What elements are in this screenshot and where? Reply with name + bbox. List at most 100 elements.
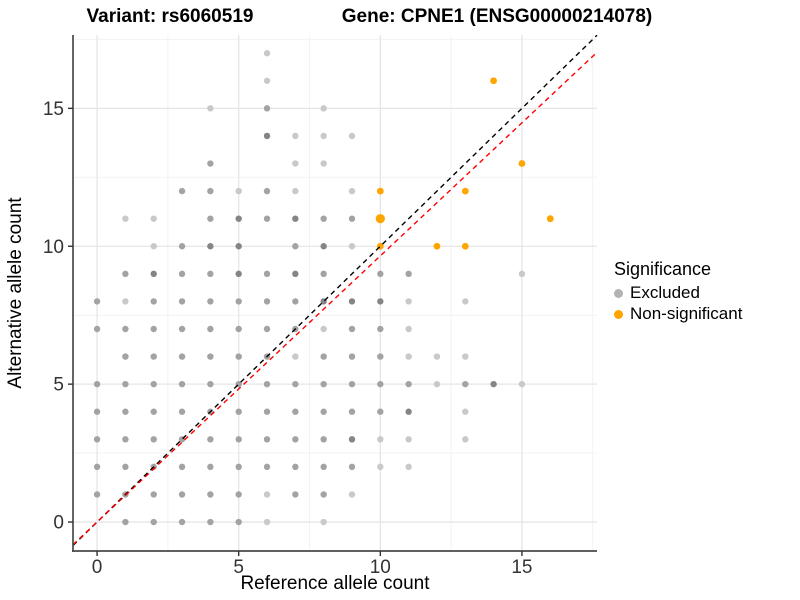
data-point-excluded: [235, 518, 242, 526]
data-point-excluded: [150, 243, 157, 250]
data-point-excluded: [235, 353, 242, 360]
data-point-excluded: [235, 325, 242, 333]
data-point-excluded: [150, 215, 157, 222]
data-point-excluded: [320, 243, 327, 250]
data-point-excluded: [405, 298, 412, 305]
data-point-excluded: [320, 463, 327, 471]
data-point-excluded: [320, 353, 327, 360]
data-point-excluded: [377, 298, 384, 305]
x-tick-label: 5: [233, 557, 244, 578]
data-point-excluded: [518, 380, 526, 388]
data-point-excluded: [320, 436, 327, 443]
data-point-excluded: [263, 215, 271, 222]
data-point-excluded: [178, 298, 186, 305]
data-point-excluded: [348, 380, 356, 388]
data-point-excluded: [490, 380, 497, 388]
data-point-excluded: [292, 243, 299, 250]
data-point-excluded: [122, 270, 129, 278]
data-point-excluded: [207, 353, 214, 360]
data-point-excluded: [348, 215, 356, 222]
y-tick-label: 10: [43, 237, 64, 258]
data-point-excluded: [320, 491, 327, 498]
data-point-excluded: [433, 353, 441, 360]
variant-title: Variant: rs6060519: [86, 6, 254, 27]
y-axis-label: Alternative allele count: [5, 197, 26, 389]
data-point-excluded: [462, 380, 469, 388]
data-point-excluded: [292, 463, 299, 471]
data-point-excluded: [348, 436, 356, 443]
data-point-excluded: [150, 298, 157, 305]
data-point-excluded: [462, 436, 469, 443]
data-point-excluded: [207, 270, 214, 278]
data-point-excluded: [263, 408, 271, 415]
data-point-excluded: [263, 132, 271, 140]
data-point-non-significant: [518, 160, 526, 167]
gene-title: Gene: CPNE1 (ENSG00000214078): [341, 6, 653, 27]
data-point-excluded: [178, 491, 186, 498]
x-tick-label: 0: [92, 557, 103, 578]
data-point-excluded: [263, 298, 271, 305]
data-point-excluded: [122, 353, 129, 360]
identity-line: [72, 34, 598, 546]
data-point-excluded: [292, 160, 299, 167]
data-point-excluded: [320, 325, 327, 333]
y-tick-label: 5: [53, 375, 64, 396]
data-point-excluded: [263, 380, 271, 388]
data-point-excluded: [235, 463, 242, 471]
data-point-excluded: [348, 325, 356, 333]
data-point-excluded: [433, 380, 441, 388]
data-point-excluded: [462, 298, 469, 305]
data-point-excluded: [263, 325, 271, 333]
data-point-excluded: [235, 215, 242, 222]
x-tick-label: 15: [511, 557, 532, 578]
data-point-excluded: [518, 270, 526, 278]
data-point-excluded: [292, 132, 299, 140]
data-point-excluded: [320, 270, 327, 278]
data-point-excluded: [178, 408, 186, 415]
legend-item-label: Excluded: [630, 283, 700, 302]
data-point-excluded: [150, 436, 157, 443]
data-point-excluded: [93, 436, 101, 443]
data-point-non-significant: [461, 187, 469, 195]
data-point-excluded: [263, 77, 271, 84]
data-point-excluded: [122, 215, 129, 222]
data-point-excluded: [235, 491, 242, 498]
data-point-excluded: [207, 243, 214, 250]
data-point-excluded: [178, 463, 186, 471]
data-point-excluded: [122, 325, 129, 333]
data-point-excluded: [263, 270, 271, 278]
data-point-excluded: [122, 380, 129, 388]
data-point-excluded: [207, 325, 214, 333]
data-point-non-significant: [375, 214, 385, 224]
data-point-excluded: [122, 436, 129, 443]
data-point-excluded: [207, 518, 214, 526]
data-point-non-significant: [461, 242, 469, 250]
data-point-excluded: [462, 353, 469, 360]
data-point-excluded: [150, 325, 157, 333]
data-point-excluded: [377, 325, 384, 333]
data-point-excluded: [320, 105, 327, 112]
data-point-non-significant: [433, 242, 441, 250]
data-point-excluded: [263, 463, 271, 471]
data-point-excluded: [292, 270, 299, 278]
data-point-excluded: [235, 436, 242, 443]
data-point-excluded: [377, 436, 384, 443]
data-point-excluded: [292, 436, 299, 443]
data-point-excluded: [377, 270, 384, 278]
legend-items: Excluded Non-significant: [614, 283, 742, 324]
data-point-excluded: [405, 463, 412, 471]
data-point-excluded: [348, 243, 356, 250]
data-point-excluded: [263, 50, 271, 57]
data-point-excluded: [207, 160, 214, 167]
data-point-excluded: [150, 270, 157, 278]
data-point-excluded: [122, 298, 129, 305]
data-point-excluded: [178, 353, 186, 360]
data-point-excluded: [377, 380, 384, 388]
data-point-excluded: [150, 408, 157, 415]
data-point-excluded: [235, 408, 242, 415]
data-point-excluded: [292, 215, 299, 222]
data-point-excluded: [292, 298, 299, 305]
data-point-excluded: [207, 436, 214, 443]
